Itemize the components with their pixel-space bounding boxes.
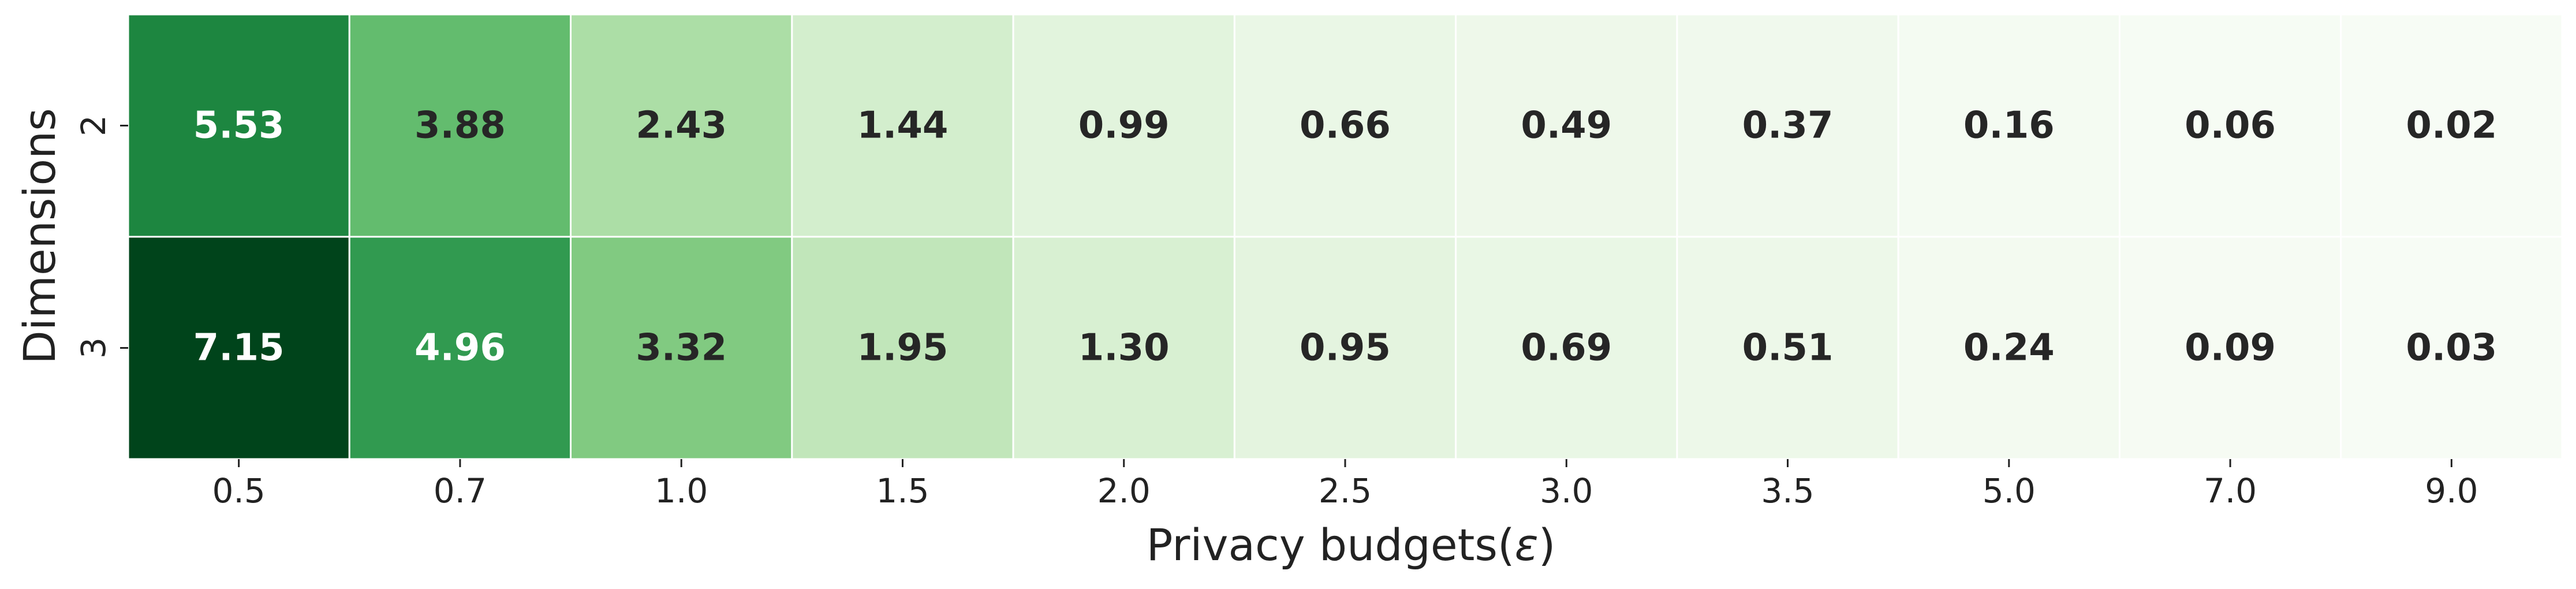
heatmap-cell	[2340, 236, 2563, 460]
x-tick-label: 3.0	[1540, 471, 1593, 510]
x-axis-label-symbol: ε	[1515, 519, 1539, 571]
x-tick-label: 9.0	[2425, 471, 2478, 510]
heatmap-cell	[1676, 13, 1899, 238]
heatmap-cell	[348, 236, 572, 460]
heatmap-cell	[127, 236, 350, 460]
heatmap-cell-value: 0.16	[1963, 105, 2055, 147]
heatmap-cell	[570, 13, 793, 238]
heatmap-cells	[127, 13, 2563, 460]
heatmap-cell	[1233, 236, 1457, 460]
heatmap-cell	[1012, 13, 1235, 238]
y-tick-label: 3	[74, 337, 113, 359]
y-tick-label: 2	[74, 115, 113, 136]
heatmap-cell-value: 5.53	[193, 105, 285, 147]
heatmap-cell	[1455, 236, 1678, 460]
x-tick-label: 2.0	[1097, 471, 1151, 510]
heatmap-cell-value: 0.66	[1300, 105, 1391, 147]
x-axis-label-suffix: )	[1539, 519, 1556, 571]
heatmap-cell-value: 0.69	[1521, 327, 1612, 370]
heatmap-cell-value: 2.43	[636, 105, 727, 147]
heatmap-cell-value: 0.49	[1521, 105, 1612, 147]
heatmap-cell-value: 1.30	[1078, 327, 1170, 370]
heatmap-cell-value: 1.44	[857, 105, 949, 147]
heatmap-cell	[1012, 236, 1235, 460]
x-tick-label: 7.0	[2204, 471, 2257, 510]
heatmap-cell	[791, 236, 1014, 460]
x-tick-label: 0.7	[434, 471, 487, 510]
heatmap-cell-value: 0.03	[2406, 327, 2497, 370]
heatmap-cell-value: 0.09	[2185, 327, 2276, 370]
heatmap-cell-value: 0.99	[1078, 105, 1170, 147]
x-axis-label-text: Privacy budgets(	[1147, 519, 1515, 571]
heatmap-cell	[2340, 13, 2563, 238]
heatmap-cell	[348, 13, 572, 238]
heatmap-cell	[570, 236, 793, 460]
y-axis-label: Dimensions	[14, 108, 65, 364]
x-axis-label: Privacy budgets(ε)	[1147, 519, 1556, 571]
x-tick-label: 1.0	[655, 471, 708, 510]
heatmap-cell	[1897, 236, 2120, 460]
heatmap-cell-labels: 5.53 3.88 2.43 1.44 0.99 0.66 0.49 0.37 0.16 0.06…	[193, 105, 2497, 370]
x-tick-label: 3.5	[1761, 471, 1814, 510]
heatmap-cell-value: 0.51	[1742, 327, 1834, 370]
x-axis-ticks: 0.5 0.7 1.0 1.5 2.0 2.5 3.0 3.5 5.0 7.0 9.0	[212, 459, 2478, 510]
heatmap-cell	[127, 13, 350, 238]
x-tick-label: 2.5	[1319, 471, 1372, 510]
heatmap-cell-value: 7.15	[193, 327, 285, 370]
x-tick-label: 5.0	[1983, 471, 2036, 510]
heatmap-cell	[2118, 236, 2342, 460]
heatmap-cell-value: 0.37	[1742, 105, 1834, 147]
heatmap-cell-value: 4.96	[415, 327, 506, 370]
heatmap-cell	[2118, 13, 2342, 238]
heatmap-cell-value: 0.02	[2406, 105, 2497, 147]
heatmap-cell	[1676, 236, 1899, 460]
x-tick-label: 1.5	[876, 471, 929, 510]
heatmap-cell-value: 0.95	[1300, 327, 1391, 370]
heatmap-cell-value: 1.95	[857, 327, 949, 370]
heatmap-cell	[1233, 13, 1457, 238]
heatmap-cell-value: 3.32	[636, 327, 727, 370]
x-tick-label: 0.5	[212, 471, 266, 510]
heatmap-cell-value: 0.06	[2185, 105, 2276, 147]
heatmap-cell	[791, 13, 1014, 238]
heatmap-cell-value: 3.88	[415, 105, 506, 147]
heatmap-cell-value: 0.24	[1963, 327, 2055, 370]
y-axis-ticks: 23	[74, 115, 128, 359]
